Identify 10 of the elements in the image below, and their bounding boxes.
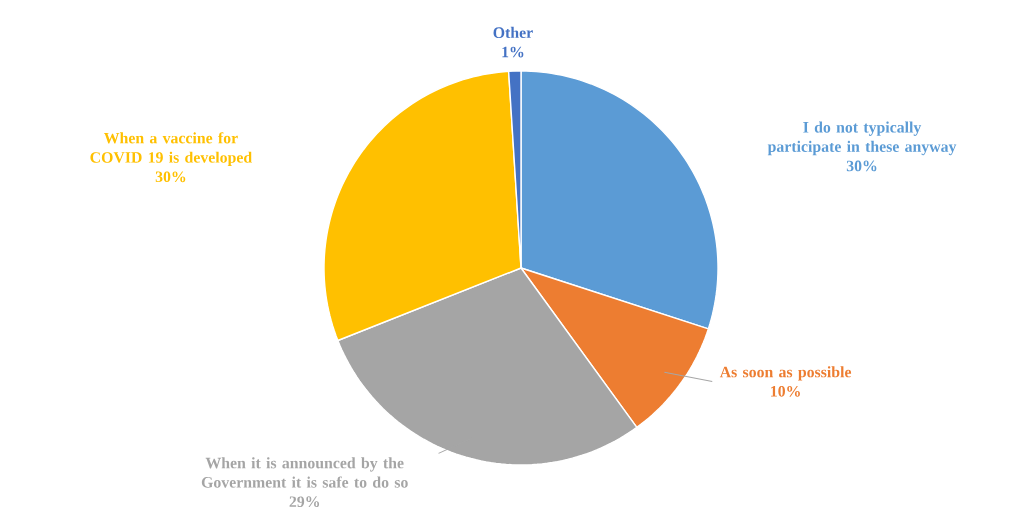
data-label: 10% [771,385,800,397]
slice-label: I do not typically participate in these anyway [767,121,957,156]
slice-label: When it is announced by the Government it is safe to do so [201,457,408,488]
slice-label: When a vaccine for COVID 19 is developed [90,132,253,166]
slice-label: As soon as possible [719,366,852,381]
data-label: 1% [502,46,524,58]
data-label: 29% [289,496,320,508]
data-label: 30% [846,160,877,172]
slice-label: Other [493,26,533,39]
data-label: 30% [155,171,186,183]
